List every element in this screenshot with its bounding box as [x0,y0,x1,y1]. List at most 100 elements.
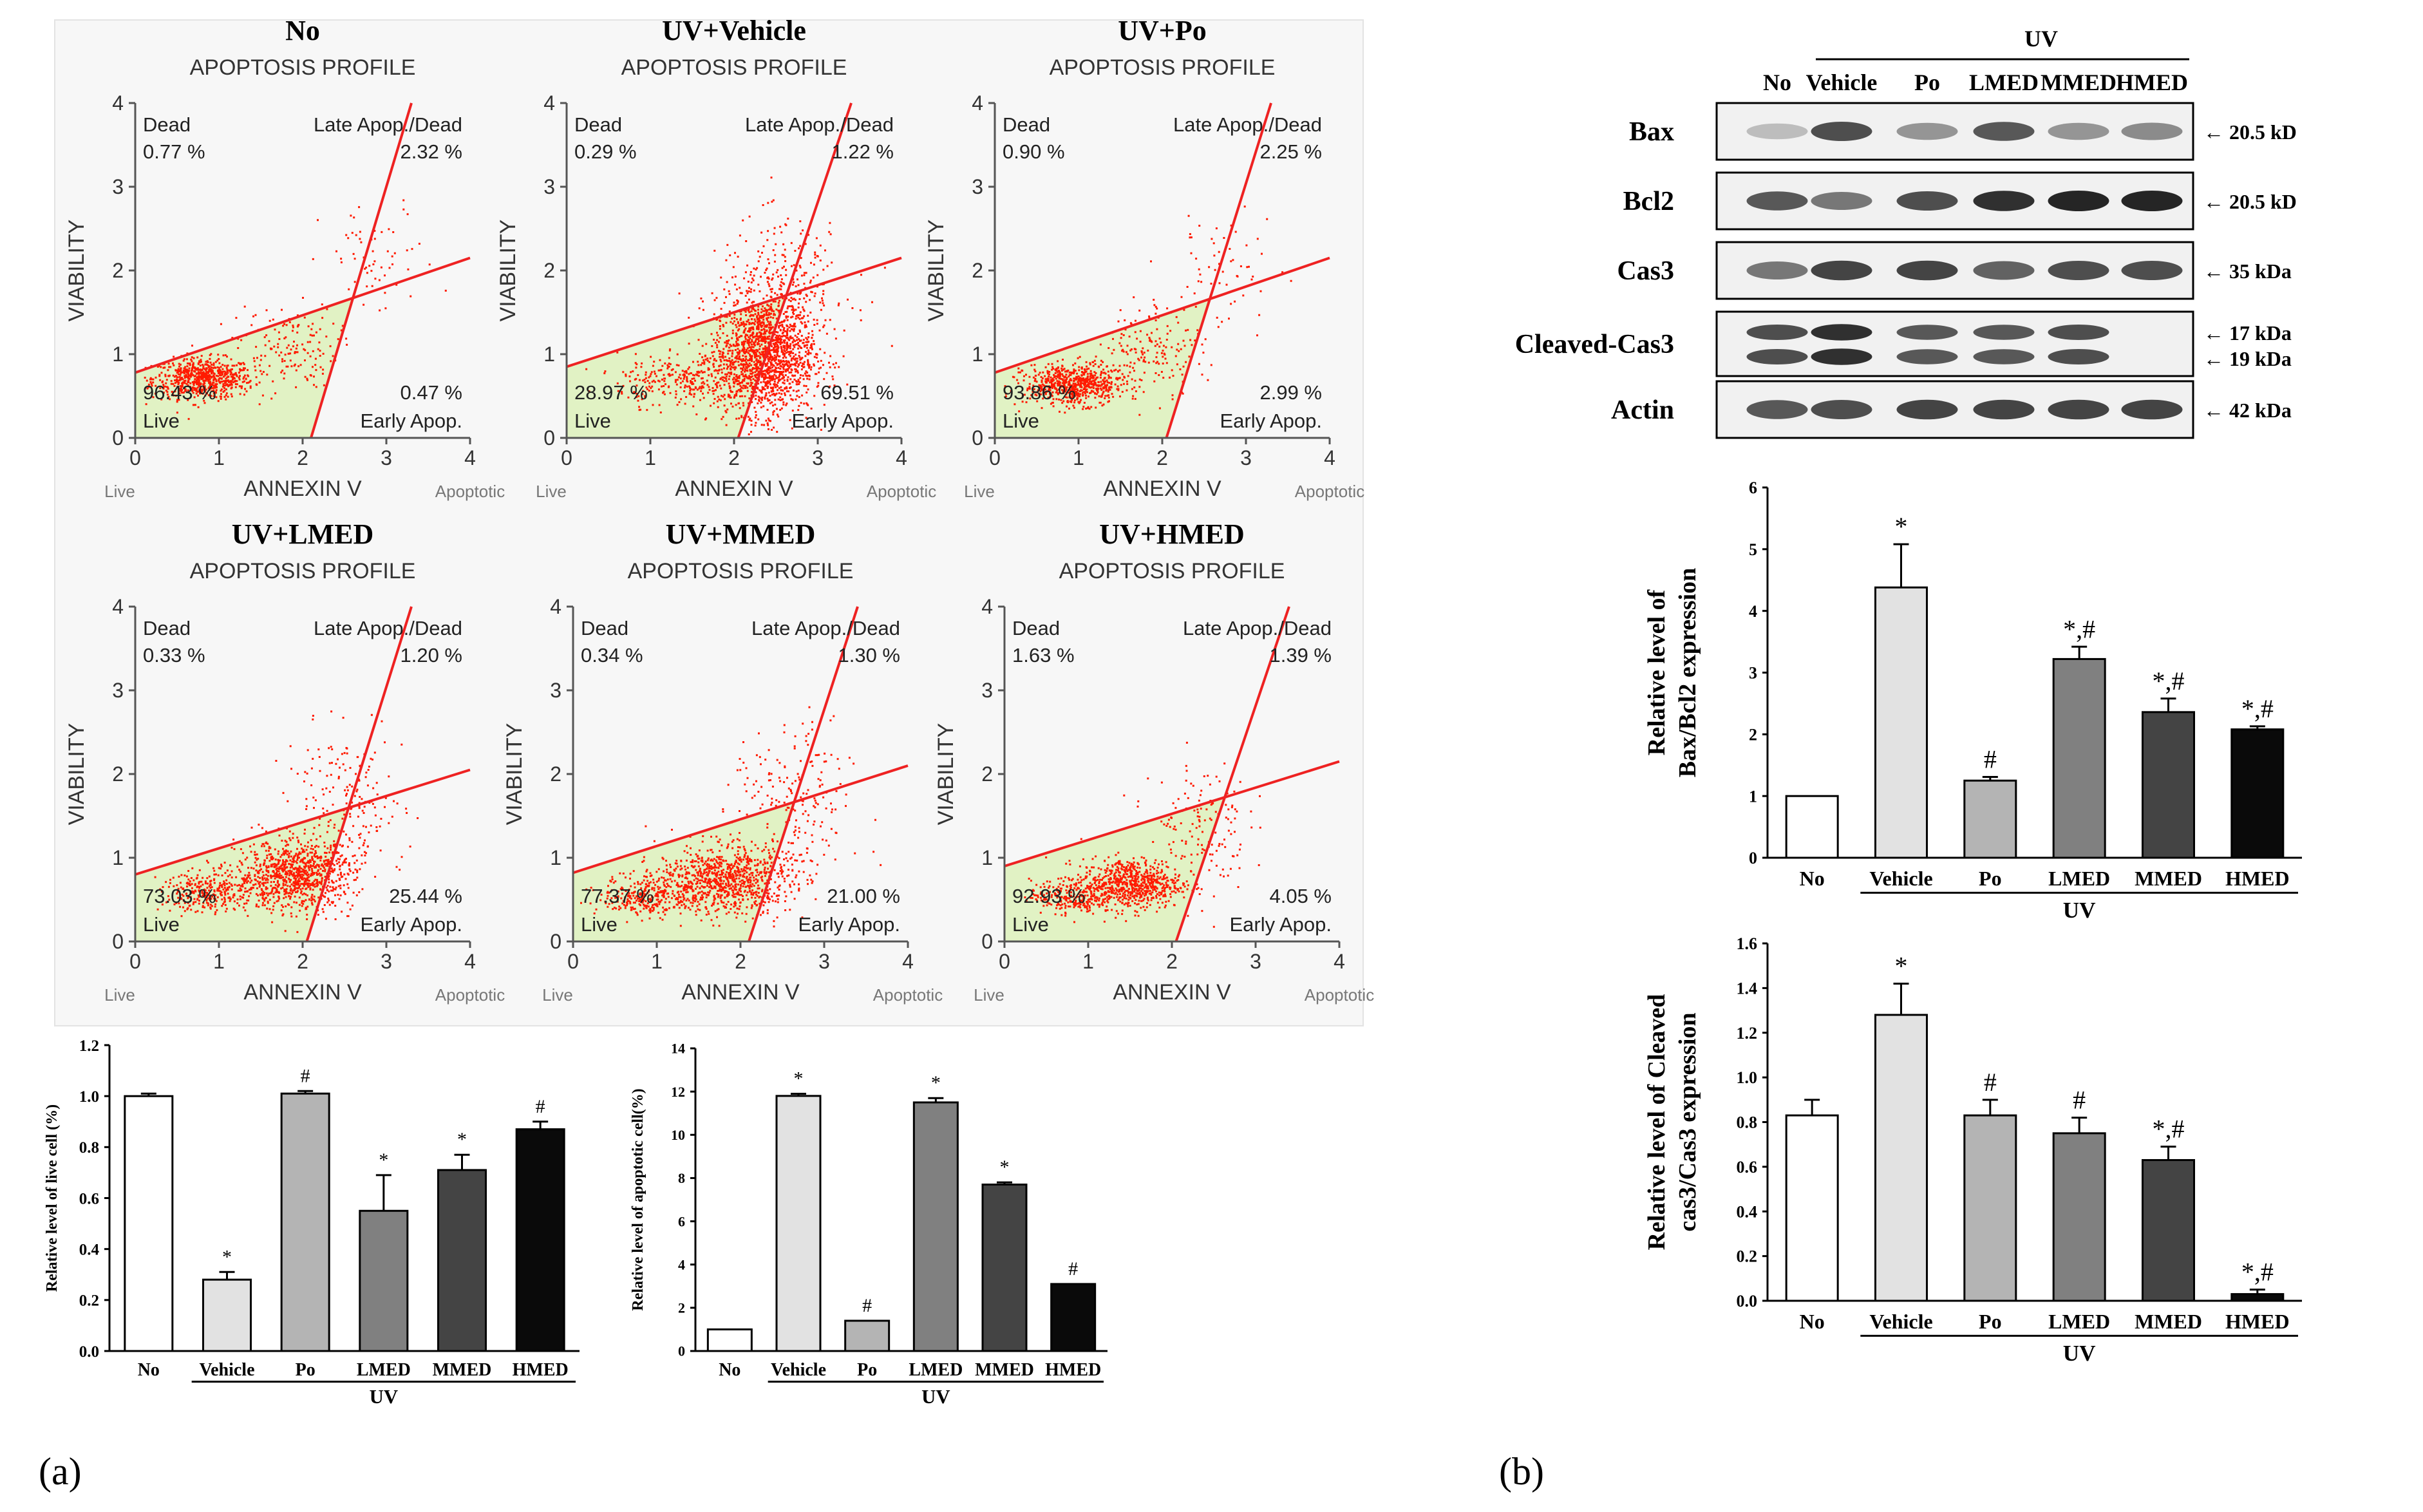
category-label-no: No [138,1360,160,1380]
live-axis-tag: Live [542,985,573,1005]
x-tick-label: 0 [567,950,579,973]
size-marker: ← 17 kDa [2203,321,2292,345]
bar-po [844,1319,891,1352]
chart-y-tick-label: 0.4 [79,1241,100,1258]
category-label-mmed: MMED [2135,867,2202,890]
lane-label-lmed: LMED [1969,70,2039,95]
x-axis-label: ANNEXIN V [1103,477,1221,501]
event-dots [585,176,893,435]
chart-y-tick-label: 0.0 [79,1343,99,1361]
q-live-value: 28.97 % [574,381,648,404]
category-label-mmed: MMED [2135,1310,2202,1333]
bar-lmed [359,1209,409,1352]
y-tick-label: 3 [112,679,124,702]
apoptotic-axis-tag: Apoptotic [873,985,943,1005]
bar-chart-live: 0.0 0.2 0.4 0.6 0.8 1.0 1.2 No * Vehicle # Po * LMED *… [44,1037,580,1408]
x-tick-label: 3 [1240,446,1252,469]
q-early-label: Early Apop. [360,410,462,432]
y-tick-label: 2 [550,762,561,786]
band [2048,122,2109,140]
significance-mark: * [1895,951,1908,980]
x-tick-label: 1 [1073,446,1084,469]
q-dead-label: Dead [143,617,191,639]
band [1746,325,1808,340]
significance-mark: *,# [2241,1258,2274,1287]
band [2121,122,2183,140]
bar-charts: 0.0 0.2 0.4 0.6 0.8 1.0 1.2 No * Vehicle # Po * LMED *… [44,478,2302,1408]
y-tick-label: 0 [112,426,124,449]
q-live-label: Live [574,410,611,432]
lane-label-po: Po [1914,70,1940,95]
apoptotic-axis-tag: Apoptotic [867,482,936,501]
q-live-label: Live [581,913,618,936]
chart-y-tick-label: 0.4 [1737,1202,1758,1221]
live-axis-tag: Live [974,985,1004,1005]
significance-mark: *,# [2153,666,2185,695]
q-live-label: Live [143,410,180,432]
q-dead-label: Dead [574,113,622,136]
band [1811,348,1872,365]
q-early-label: Early Apop. [1220,410,1322,432]
flow-plot-title: UV+LMED [232,518,374,550]
band [1746,191,1808,211]
live-axis-tag: Live [104,482,135,501]
flow-plot-4: 00 1 1 2 2 3 3 4 4 UV+LMED APOPTOSIS PROFILE ANNEXI… [64,518,505,1005]
q-dead-label: Dead [581,617,628,639]
significance-mark: *,# [2153,1115,2185,1144]
significance-mark: * [1000,1157,1010,1178]
band [1896,349,1958,364]
x-axis-label: ANNEXIN V [243,477,362,501]
gate-vertical [310,102,413,439]
bar-lmed [2052,1132,2106,1302]
y-tick-label: 1 [972,343,983,366]
q-early-label: Early Apop. [791,410,894,432]
y-tick-label: 1 [543,343,555,366]
y-axis-label: VIABILITY [934,723,958,826]
category-label-vehicle: Vehicle [1869,867,1932,890]
live-axis-tag: Live [104,985,135,1005]
chart-y-tick-label: 5 [1749,540,1757,559]
x-tick-label: 4 [896,446,907,469]
gate-vertical [1174,606,1290,942]
q-late-value: 1.22 % [831,140,894,163]
bar-lmed [2052,657,2106,859]
x-tick-label: 3 [818,950,830,973]
event-dot-path [1004,205,1292,416]
chart-y-label: Relative level of Cleaved [1643,994,1670,1251]
flow-plot-title: No [285,15,320,46]
q-dead-value: 0.34 % [581,644,643,666]
lane-label-mmed: MMED [2041,70,2117,95]
y-tick-label: 1 [981,846,993,869]
gate-horizontal [572,764,909,874]
x-tick-label: 3 [812,446,824,469]
chart-x-label: UV [370,1386,398,1408]
y-tick-label: 2 [972,259,983,282]
chart-y-tick-label: 8 [678,1170,685,1186]
chart-y-label: Relative level of apoptotic cell(%) [630,1088,646,1310]
flow-plot-subtitle: APOPTOSIS PROFILE [1050,55,1276,80]
q-early-label: Early Apop. [1229,913,1332,936]
y-tick-label: 0 [972,426,983,449]
flow-plot-subtitle: APOPTOSIS PROFILE [190,55,416,80]
significance-mark: * [222,1246,232,1267]
chart-y-tick-label: 1.4 [1737,979,1758,997]
category-label-lmed: LMED [909,1360,963,1380]
x-tick-label: 1 [651,950,663,973]
size-marker: ← 42 kDa [2203,399,2292,422]
size-marker: ← 20.5 kD [2203,190,2297,213]
flow-plot-subtitle: APOPTOSIS PROFILE [190,559,416,583]
x-tick-label: 2 [735,950,746,973]
bar-hmed [1050,1283,1097,1352]
band [1811,260,1872,281]
chart-y-tick-label: 10 [671,1127,685,1143]
q-early-value: 25.44 % [389,885,462,907]
q-late-value: 1.39 % [1269,644,1332,666]
category-label-vehicle: Vehicle [199,1360,254,1380]
band [2048,325,2109,340]
significance-mark: # [301,1065,310,1086]
flow-plot-title: UV+HMED [1099,518,1245,550]
event-dots [154,710,419,933]
